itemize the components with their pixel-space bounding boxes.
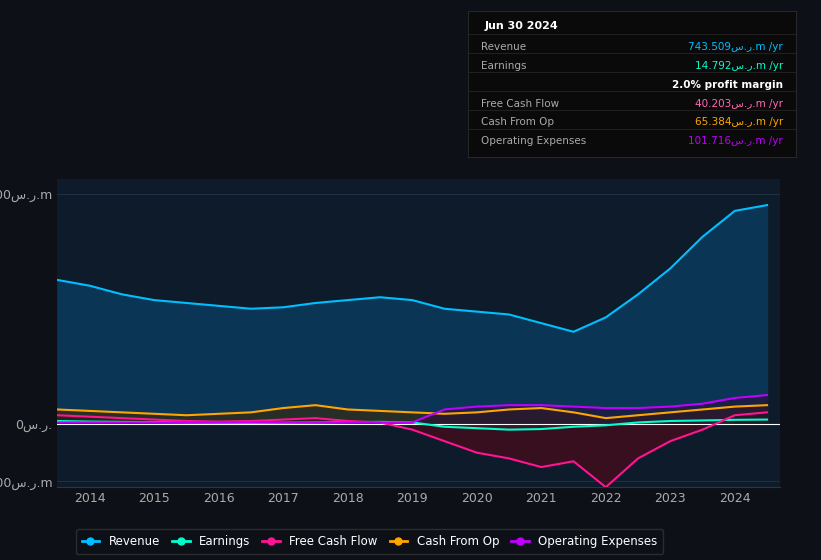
Text: 2.0% profit margin: 2.0% profit margin [672,80,783,90]
Text: 743.509س.ر.m /yr: 743.509س.ر.m /yr [689,42,783,52]
Legend: Revenue, Earnings, Free Cash Flow, Cash From Op, Operating Expenses: Revenue, Earnings, Free Cash Flow, Cash … [76,529,663,554]
Text: Revenue: Revenue [481,42,526,52]
Text: 14.792س.ر.m /yr: 14.792س.ر.m /yr [695,60,783,71]
Text: Free Cash Flow: Free Cash Flow [481,99,559,109]
Text: Earnings: Earnings [481,60,526,71]
Text: 101.716س.ر.m /yr: 101.716س.ر.m /yr [689,137,783,146]
Text: Cash From Op: Cash From Op [481,118,554,128]
Text: 40.203س.ر.m /yr: 40.203س.ر.m /yr [695,99,783,109]
Text: 65.384س.ر.m /yr: 65.384س.ر.m /yr [695,118,783,128]
Text: Jun 30 2024: Jun 30 2024 [484,21,558,31]
Text: Operating Expenses: Operating Expenses [481,137,586,146]
